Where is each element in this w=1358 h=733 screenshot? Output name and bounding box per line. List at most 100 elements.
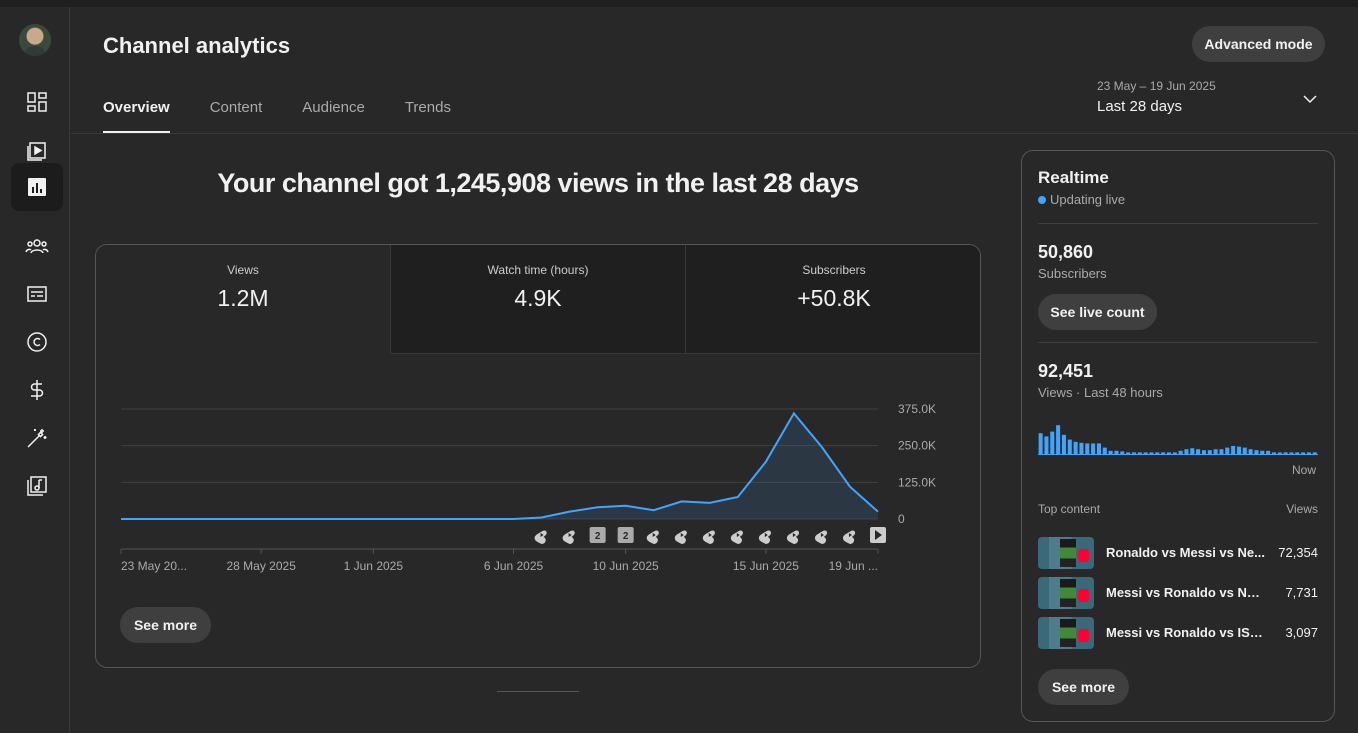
- realtime-bar: [1056, 425, 1061, 454]
- views-line-chart[interactable]: 375.0K 250.0K 125.0K 0 2 2 23 May 20... 28 May …: [96, 354, 981, 594]
- video-views: 3,097: [1285, 625, 1318, 640]
- live-dot-icon: [1038, 195, 1046, 204]
- copyright-icon: [27, 332, 47, 352]
- subscribers-count: 50,860: [1038, 242, 1094, 262]
- realtime-bar: [1149, 452, 1154, 454]
- see-more-button[interactable]: See more: [120, 607, 211, 643]
- sidebar-item-analytics[interactable]: [11, 163, 63, 211]
- realtime-bar: [1178, 450, 1183, 454]
- realtime-bar: [1102, 447, 1107, 454]
- realtime-title: Realtime: [1038, 168, 1109, 187]
- realtime-bar: [1172, 452, 1177, 454]
- video-thumbnail: [1038, 577, 1094, 609]
- views-series-line: [121, 411, 879, 520]
- shorts-marker-icon[interactable]: [758, 530, 772, 544]
- play-marker-icon[interactable]: [870, 527, 886, 543]
- sidebar-item-copyright[interactable]: [11, 318, 63, 366]
- shorts-icon: [1078, 589, 1089, 602]
- shorts-marker-icon[interactable]: [814, 530, 828, 544]
- top-content-item[interactable]: Messi vs Ronaldo vs ISho... 3,097: [1038, 617, 1318, 649]
- metric-value: 4.9K: [514, 285, 562, 311]
- sidebar-item-earn[interactable]: [11, 366, 63, 414]
- realtime-bar-chart[interactable]: [1038, 421, 1318, 455]
- x-tick-label: 23 May 20...: [121, 559, 187, 573]
- shorts-marker-icon[interactable]: [562, 530, 575, 544]
- metric-label: Watch time (hours): [487, 263, 589, 277]
- date-range-picker[interactable]: 23 May – 19 Jun 2025 Last 28 days: [1097, 79, 1216, 115]
- tab-content[interactable]: Content: [209, 99, 263, 116]
- realtime-bar: [1207, 450, 1212, 454]
- video-thumbnail: [1038, 617, 1094, 649]
- tab-trends[interactable]: Trends: [404, 99, 451, 116]
- realtime-bar: [1213, 449, 1218, 454]
- tab-overview[interactable]: Overview: [103, 99, 170, 133]
- audio-library-icon: [27, 476, 47, 496]
- realtime-bar: [1236, 446, 1241, 454]
- page-header: Channel analytics Advanced mode Overview…: [71, 7, 1358, 134]
- see-more-top-content-button[interactable]: See more: [1038, 669, 1129, 705]
- shorts-marker-icon[interactable]: [730, 530, 743, 544]
- svg-text:2: 2: [623, 531, 629, 542]
- metric-views[interactable]: Views 1.2M: [96, 245, 391, 354]
- video-views: 7,731: [1285, 585, 1318, 600]
- sidebar-item-dashboard[interactable]: [11, 78, 63, 126]
- realtime-bar: [1289, 452, 1294, 454]
- metric-watch-time[interactable]: Watch time (hours) 4.9K: [391, 245, 686, 354]
- realtime-bar: [1079, 442, 1084, 454]
- realtime-bar: [1196, 449, 1201, 454]
- sidebar-item-subtitles[interactable]: [11, 270, 63, 318]
- shorts-marker-icon[interactable]: [842, 530, 856, 544]
- y-tick-label: 375.0K: [898, 402, 936, 416]
- tab-audience[interactable]: Audience: [302, 99, 365, 116]
- metric-value: +50.8K: [797, 285, 871, 311]
- realtime-bar: [1184, 449, 1189, 454]
- realtime-bar: [1108, 450, 1113, 454]
- sidebar-item-community[interactable]: [11, 222, 63, 270]
- views-48h-count: 92,451: [1038, 361, 1094, 381]
- realtime-bar: [1271, 452, 1276, 454]
- y-tick-label: 250.0K: [898, 439, 936, 453]
- x-tick-label: 6 Jun 2025: [484, 559, 544, 573]
- views-column-label: Views: [1286, 502, 1318, 516]
- x-tick-label: 28 May 2025: [226, 559, 296, 573]
- shorts-marker-icon[interactable]: [534, 530, 547, 544]
- realtime-bar: [1283, 452, 1288, 454]
- realtime-bar: [1190, 448, 1195, 454]
- sidebar-item-customization[interactable]: [11, 414, 63, 462]
- realtime-bar: [1067, 439, 1072, 454]
- see-live-count-button[interactable]: See live count: [1038, 294, 1157, 330]
- shorts-marker-icon[interactable]: [674, 530, 687, 544]
- x-tick-label: 10 Jun 2025: [593, 559, 659, 573]
- customization-icon: [27, 429, 47, 448]
- shorts-marker-icon[interactable]: [702, 530, 715, 544]
- overview-card: Views 1.2M Watch time (hours) 4.9K Subsc…: [95, 244, 981, 668]
- count-marker[interactable]: 2: [589, 527, 606, 543]
- top-content-item[interactable]: Messi vs Ronaldo vs Ney... 7,731: [1038, 577, 1318, 609]
- count-marker[interactable]: 2: [617, 527, 634, 543]
- realtime-bar: [1301, 452, 1306, 454]
- period-text: Last 28 days: [1097, 98, 1183, 115]
- metric-subscribers[interactable]: Subscribers +50.8K: [686, 245, 980, 354]
- avatar[interactable]: [19, 24, 51, 56]
- realtime-bar: [1085, 443, 1090, 454]
- top-content-item[interactable]: Ronaldo vs Messi vs Ne... 72,354: [1038, 537, 1318, 569]
- shorts-marker-icon[interactable]: [646, 530, 659, 544]
- realtime-bar: [1231, 446, 1236, 454]
- realtime-bar: [1096, 443, 1101, 454]
- sidebar-item-audio-library[interactable]: [11, 462, 63, 510]
- sidebar: [0, 7, 70, 733]
- page-title: Channel analytics: [103, 33, 291, 58]
- chevron-down-icon[interactable]: [1302, 91, 1318, 107]
- top-strip: [0, 0, 1358, 7]
- realtime-bar: [1131, 452, 1136, 454]
- realtime-bar: [1277, 452, 1282, 454]
- realtime-bar: [1155, 452, 1160, 454]
- advanced-mode-button[interactable]: Advanced mode: [1192, 26, 1325, 62]
- scroll-indicator: [497, 691, 579, 692]
- shorts-marker-icon[interactable]: [786, 530, 800, 544]
- realtime-bar: [1061, 434, 1066, 454]
- realtime-bar: [1295, 452, 1300, 454]
- sidebar-item-content[interactable]: [11, 126, 63, 174]
- realtime-status-text: Updating live: [1050, 192, 1126, 207]
- realtime-bar: [1126, 452, 1131, 454]
